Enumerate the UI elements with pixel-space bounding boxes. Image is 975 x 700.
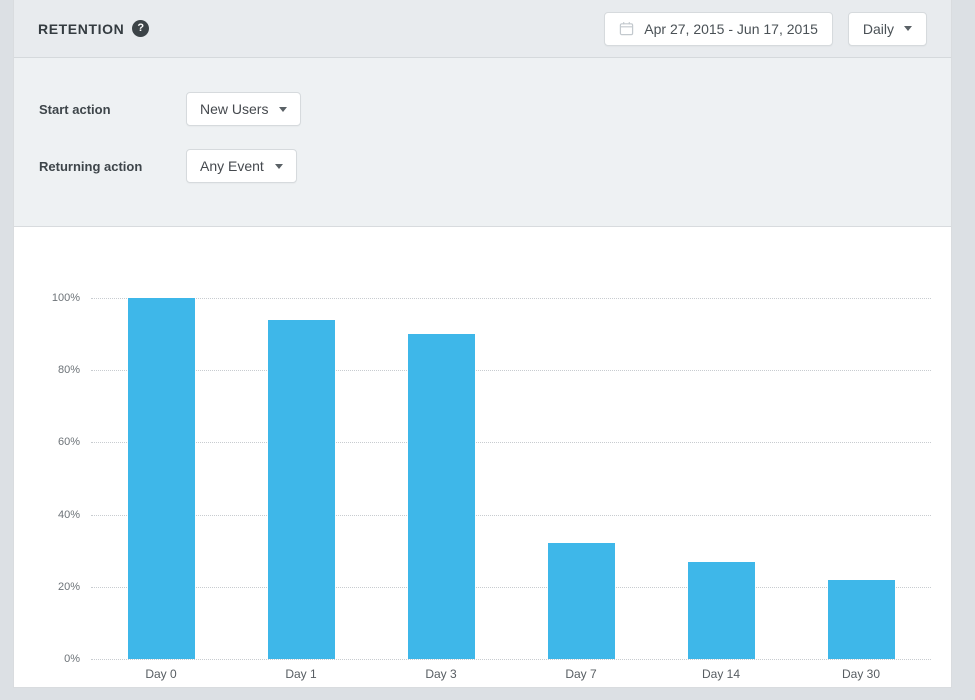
retention-chart-section: 0% 20% 40% 60% 80% 100% Day 0 Day 1 Day 3 Day 7 Da… xyxy=(14,227,951,686)
retention-bar-day-0[interactable] xyxy=(127,298,195,659)
y-axis-tick-label: 20% xyxy=(57,580,80,593)
x-axis-label: Day 3 xyxy=(425,667,457,681)
start-action-row: Start action New Users xyxy=(39,92,951,126)
chevron-down-icon xyxy=(274,163,283,169)
y-axis-tick-label: 100% xyxy=(51,292,80,304)
returning-action-dropdown[interactable]: Any Event xyxy=(186,149,297,183)
chevron-down-icon xyxy=(279,106,288,112)
date-range-button[interactable]: Apr 27, 2015 - Jun 17, 2015 xyxy=(604,11,833,46)
plot-area: 0% 20% 40% 60% 80% 100% Day 0 Day 1 Day 3 Day 7 Da… xyxy=(52,292,931,681)
retention-report-card: RETENTION ? Apr 27, 2015 - Jun 17, 2015 … xyxy=(13,0,952,688)
y-axis-tick-label: 60% xyxy=(57,436,80,449)
x-axis-label: Day 14 xyxy=(701,667,741,681)
returning-action-value: Any Event xyxy=(200,158,264,174)
x-axis-label: Day 7 xyxy=(565,667,597,681)
report-header: RETENTION ? Apr 27, 2015 - Jun 17, 2015 … xyxy=(14,0,951,58)
retention-bar-day-7[interactable] xyxy=(547,543,615,659)
gridline-0 xyxy=(91,659,931,660)
x-axis-label: Day 1 xyxy=(285,667,317,681)
title-wrap: RETENTION ? xyxy=(38,20,150,37)
y-axis-tick-label: 40% xyxy=(57,508,80,521)
help-icon[interactable]: ? xyxy=(132,20,150,37)
filters-panel: Start action New Users Returning action … xyxy=(14,58,951,227)
page-title: RETENTION xyxy=(38,20,125,37)
retention-bar-day-3[interactable] xyxy=(407,334,475,659)
start-action-dropdown[interactable]: New Users xyxy=(186,92,302,126)
returning-action-label: Returning action xyxy=(39,158,143,174)
retention-bar-day-14[interactable] xyxy=(687,561,755,659)
x-axis-label: Day 0 xyxy=(145,667,177,681)
retention-bar-day-1[interactable] xyxy=(267,319,335,659)
y-axis-tick-label: 80% xyxy=(57,364,80,377)
gridline-80 xyxy=(91,370,931,372)
interval-select-button[interactable]: Daily xyxy=(847,11,927,46)
chevron-down-icon xyxy=(904,26,912,31)
date-range-label: Apr 27, 2015 - Jun 17, 2015 xyxy=(644,20,818,37)
calendar-icon xyxy=(619,21,634,36)
gridline-100 xyxy=(91,298,931,299)
retention-bar-day-30[interactable] xyxy=(827,579,895,659)
start-action-label: Start action xyxy=(39,101,111,117)
start-action-value: New Users xyxy=(200,101,269,117)
gridline-20 xyxy=(91,586,931,588)
interval-label: Daily xyxy=(862,20,894,37)
y-axis-tick-label: 0% xyxy=(64,653,80,665)
x-axis-label: Day 30 xyxy=(841,667,881,681)
gridline-40 xyxy=(91,514,931,516)
gridline-60 xyxy=(91,442,931,444)
returning-action-row: Returning action Any Event xyxy=(39,149,951,183)
